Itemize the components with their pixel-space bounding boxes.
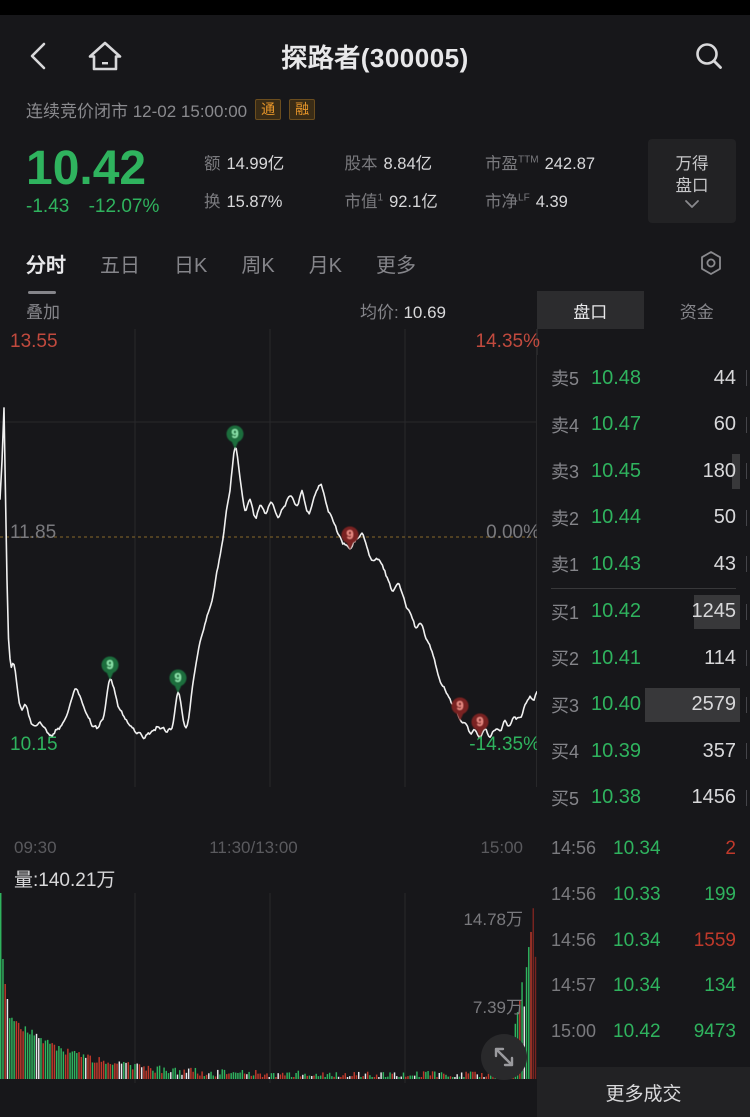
svg-text:9: 9 xyxy=(231,426,238,441)
svg-text:9: 9 xyxy=(456,698,463,713)
svg-text:9: 9 xyxy=(476,714,483,729)
svg-text:9: 9 xyxy=(106,657,113,672)
svg-text:9: 9 xyxy=(174,670,181,685)
